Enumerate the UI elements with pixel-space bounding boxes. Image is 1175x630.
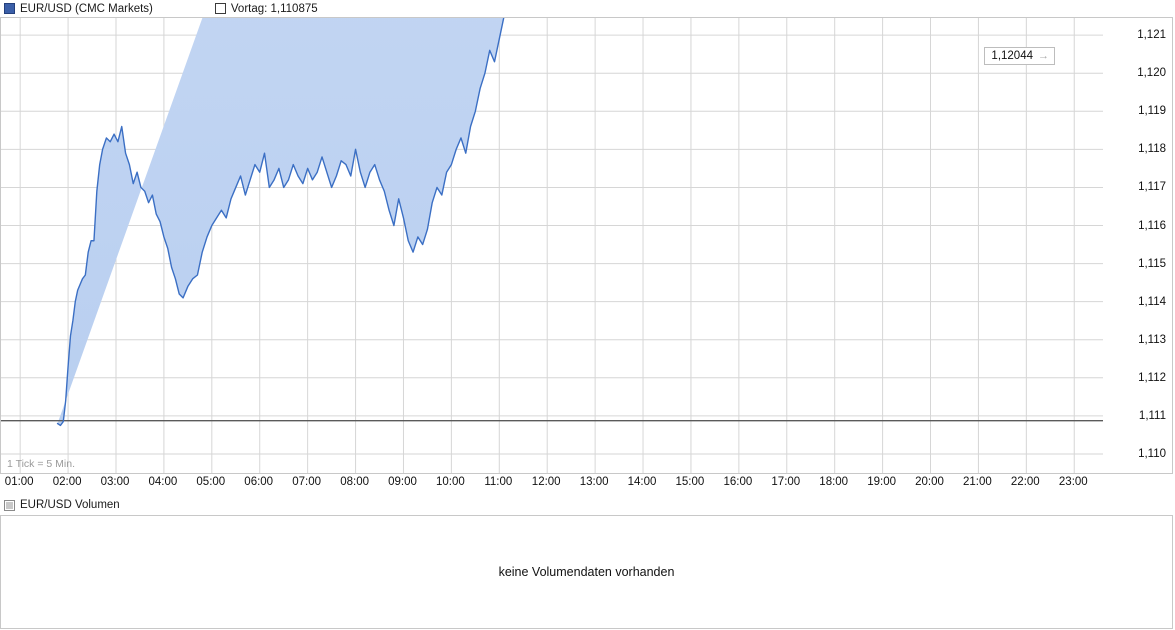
x-axis-tick-label: 01:00 bbox=[4, 476, 34, 488]
x-axis-tick-label: 10:00 bbox=[436, 476, 465, 488]
x-axis-tick-label: 02:00 bbox=[52, 476, 82, 488]
y-axis-tick-label: 1,113 bbox=[1138, 333, 1166, 346]
x-axis-tick-label: 23:00 bbox=[1058, 476, 1088, 488]
x-axis-tick-label: 06:00 bbox=[244, 476, 274, 488]
price-chart-panel[interactable]: 1 Tick = 5 Min. 1,121 1,120 1,119 1,118 1,11… bbox=[0, 17, 1173, 474]
legend-item-series[interactable]: EUR/USD (CMC Markets) bbox=[4, 3, 153, 15]
x-axis-tick-label: 11:00 bbox=[484, 476, 513, 488]
x-axis-tick-label: 05:00 bbox=[196, 476, 226, 488]
volume-swatch-icon bbox=[4, 499, 15, 511]
y-axis-tick-label: 1,110 bbox=[1138, 448, 1166, 460]
y-axis-tick-label: 1,120 bbox=[1137, 67, 1166, 80]
legend-prev-close-label: Vortag: 1,110875 bbox=[230, 2, 318, 15]
chart-legend: EUR/USD (CMC Markets) Vortag: 1,110875 bbox=[0, 0, 1175, 17]
x-axis-tick-label: 18:00 bbox=[819, 476, 849, 488]
tick-interval-note: 1 Tick = 5 Min. bbox=[7, 458, 75, 470]
last-price-value: 1,12044 bbox=[991, 50, 1033, 63]
x-axis-tick-label: 07:00 bbox=[292, 476, 321, 488]
x-axis-tick-label: 15:00 bbox=[675, 476, 705, 488]
price-plot-area[interactable]: 1 Tick = 5 Min. bbox=[1, 18, 1103, 473]
y-axis-tick-label: 1,115 bbox=[1138, 257, 1166, 270]
y-axis-tick-label: 1,111 bbox=[1138, 409, 1166, 422]
y-axis-tick-label: 1,121 bbox=[1137, 29, 1166, 42]
x-axis-tick-label: 13:00 bbox=[579, 476, 609, 488]
x-axis-tick-label: 14:00 bbox=[627, 476, 657, 488]
x-axis-tick-label: 03:00 bbox=[100, 476, 130, 488]
y-axis-tick-label: 1,119 bbox=[1138, 105, 1166, 118]
x-axis-tick-label: 19:00 bbox=[867, 476, 896, 488]
x-axis-tick-label: 20:00 bbox=[915, 476, 944, 488]
x-axis-tick-label: 12:00 bbox=[531, 476, 561, 488]
last-price-flag[interactable]: 1,12044 → bbox=[984, 47, 1055, 66]
x-axis-tick-label: 09:00 bbox=[388, 476, 417, 488]
y-axis-tick-label: 1,114 bbox=[1138, 295, 1166, 308]
legend-series-label: EUR/USD (CMC Markets) bbox=[20, 2, 153, 15]
y-axis-tick-label: 1,112 bbox=[1138, 371, 1166, 384]
x-axis: 01:00 02:00 03:00 04:00 05:00 06:00 07:00 08:00… bbox=[0, 474, 1102, 496]
x-axis-tick-label: 04:00 bbox=[148, 476, 178, 488]
y-axis: 1,121 1,120 1,119 1,118 1,117 1,116 1,115 1,114… bbox=[1102, 18, 1172, 473]
x-axis-tick-label: 21:00 bbox=[963, 476, 992, 488]
volume-chart-panel: keine Volumendaten vorhanden bbox=[0, 515, 1173, 629]
x-axis-tick-label: 17:00 bbox=[771, 476, 801, 488]
volume-legend-label: EUR/USD Volumen bbox=[20, 499, 120, 511]
y-axis-tick-label: 1,116 bbox=[1138, 219, 1166, 232]
volume-legend[interactable]: EUR/USD Volumen bbox=[0, 497, 400, 513]
x-axis-tick-label: 16:00 bbox=[723, 476, 753, 488]
x-axis-tick-label: 08:00 bbox=[340, 476, 369, 488]
legend-item-prev-close[interactable]: Vortag: 1,110875 bbox=[214, 2, 318, 15]
price-series bbox=[1, 18, 1103, 427]
y-axis-tick-label: 1,118 bbox=[1138, 143, 1166, 156]
volume-empty-message: keine Volumendaten vorhanden bbox=[498, 565, 675, 579]
y-axis-tick-label: 1,117 bbox=[1138, 181, 1166, 194]
series-color-swatch-icon bbox=[4, 3, 15, 14]
prev-close-swatch-icon bbox=[214, 3, 226, 14]
arrow-right-icon: → bbox=[1038, 49, 1049, 62]
x-axis-tick-label: 22:00 bbox=[1010, 476, 1040, 488]
